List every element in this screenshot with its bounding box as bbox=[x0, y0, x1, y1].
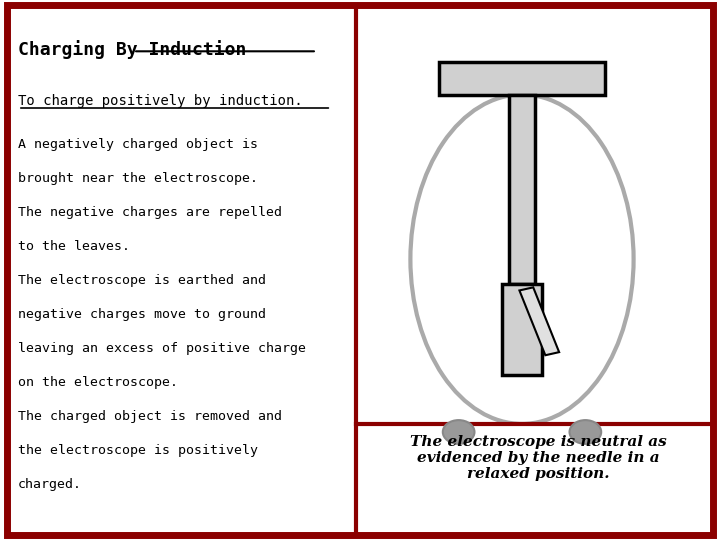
FancyBboxPatch shape bbox=[509, 94, 535, 284]
Ellipse shape bbox=[410, 94, 634, 424]
Circle shape bbox=[570, 420, 601, 444]
FancyBboxPatch shape bbox=[502, 284, 542, 375]
Text: on the electroscope.: on the electroscope. bbox=[18, 376, 178, 389]
Text: The negative charges are repelled: The negative charges are repelled bbox=[18, 206, 282, 219]
Text: charged.: charged. bbox=[18, 478, 82, 491]
FancyBboxPatch shape bbox=[439, 62, 605, 94]
Text: The electroscope is neutral as
evidenced by the needle in a
relaxed position.: The electroscope is neutral as evidenced… bbox=[410, 435, 667, 481]
Text: brought near the electroscope.: brought near the electroscope. bbox=[18, 172, 258, 185]
Polygon shape bbox=[519, 287, 559, 355]
Text: the electroscope is positively: the electroscope is positively bbox=[18, 444, 258, 457]
Text: leaving an excess of positive charge: leaving an excess of positive charge bbox=[18, 342, 306, 355]
Text: Charging By Induction: Charging By Induction bbox=[18, 40, 246, 59]
Text: negative charges move to ground: negative charges move to ground bbox=[18, 308, 266, 321]
Text: The electroscope is earthed and: The electroscope is earthed and bbox=[18, 274, 266, 287]
Text: A negatively charged object is: A negatively charged object is bbox=[18, 138, 258, 151]
FancyBboxPatch shape bbox=[7, 5, 713, 535]
Text: To charge positively by induction.: To charge positively by induction. bbox=[18, 94, 302, 109]
Text: The charged object is removed and: The charged object is removed and bbox=[18, 410, 282, 423]
Text: to the leaves.: to the leaves. bbox=[18, 240, 130, 253]
Circle shape bbox=[443, 420, 474, 444]
